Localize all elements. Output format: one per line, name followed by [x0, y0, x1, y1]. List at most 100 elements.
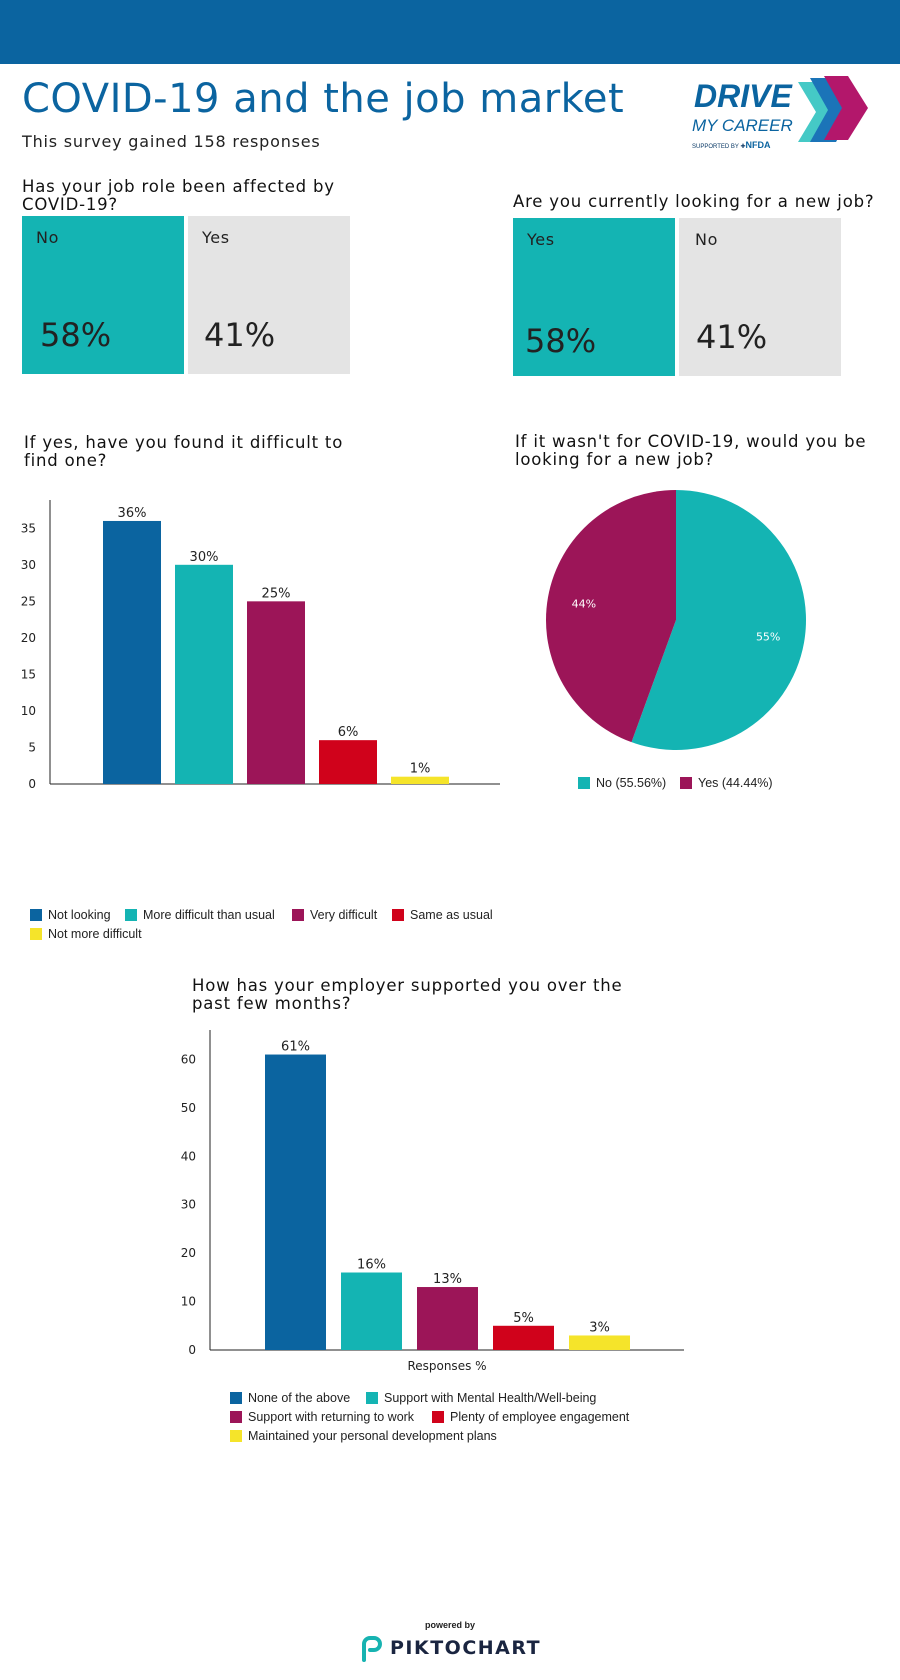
legend-swatch [292, 909, 304, 921]
q2-tile-value: 41% [696, 318, 768, 356]
legend-label: Yes (44.44%) [698, 776, 773, 790]
legend-label: Maintained your personal development pla… [248, 1429, 497, 1443]
y-tick-label: 20 [181, 1246, 196, 1260]
powered-by-label: powered by [424, 1620, 475, 1630]
bar [341, 1272, 402, 1350]
bar-value-label: 3% [589, 1320, 610, 1335]
q1-tile-value: 41% [204, 316, 276, 354]
q2-tile-label: Yes [527, 230, 555, 249]
legend-swatch [578, 777, 590, 789]
q2-tile-value: 58% [525, 322, 597, 360]
pie-slice [546, 490, 676, 743]
legend-swatch [230, 1430, 242, 1442]
legend-item: Very difficult [292, 908, 377, 922]
piktochart-brand: PIKTOCHART [360, 1636, 540, 1662]
chevron-logo-icon [798, 76, 868, 142]
legend-swatch [30, 909, 42, 921]
y-tick-label: 10 [181, 1295, 196, 1309]
legend-swatch [230, 1392, 242, 1404]
bar [417, 1287, 478, 1350]
y-tick-label: 35 [21, 521, 36, 535]
legend-swatch [680, 777, 692, 789]
legend-item: None of the above [230, 1391, 350, 1405]
bar [569, 1335, 630, 1350]
legend-item: Not more difficult [30, 927, 142, 941]
bar-value-label: 5% [513, 1311, 534, 1326]
y-tick-label: 20 [21, 631, 36, 645]
x-axis-title: Responses % [407, 1359, 486, 1373]
top-banner [0, 0, 900, 64]
y-tick-label: 15 [21, 667, 36, 681]
legend-item: Support with returning to work [230, 1410, 414, 1424]
bar-value-label: 30% [190, 550, 219, 565]
y-tick-label: 5 [28, 740, 36, 754]
legend-item: Maintained your personal development pla… [230, 1429, 497, 1443]
legend-swatch [366, 1392, 378, 1404]
bar-value-label: 16% [357, 1258, 386, 1273]
chart3-title: How has your employer supported you over… [192, 976, 623, 1013]
legend-label: Plenty of employee engagement [450, 1410, 630, 1424]
y-tick-label: 60 [181, 1052, 196, 1066]
q2-tile-label: No [695, 230, 718, 249]
y-tick-label: 10 [21, 704, 36, 718]
q1-tile-label: Yes [202, 228, 230, 247]
legend-swatch [230, 1411, 242, 1423]
y-tick-label: 50 [181, 1101, 196, 1115]
y-tick-label: 0 [28, 777, 36, 791]
legend-label: More difficult than usual [143, 908, 275, 922]
legend-swatch [432, 1411, 444, 1423]
page-subtitle: This survey gained 158 responses [22, 132, 321, 151]
bar [103, 520, 161, 784]
bar-value-label: 6% [338, 725, 359, 740]
bar [265, 1054, 326, 1350]
y-tick-label: 30 [21, 558, 36, 572]
logo-line2: MY CAREER [692, 116, 793, 135]
q1-tile-yes: Yes 41% [188, 216, 350, 374]
pie-slice-label: 55% [756, 630, 780, 643]
legend-label: Support with returning to work [248, 1410, 415, 1424]
bar-value-label: 13% [433, 1272, 462, 1287]
chart2-title: If it wasn't for COVID-19, would you be … [515, 432, 867, 469]
chart1-legend: Not looking More difficult than usual Very… [30, 908, 500, 948]
chart3-legend: None of the above Support with Mental Hea… [230, 1391, 690, 1451]
q1-tile-value: 58% [40, 316, 112, 354]
q1-question: Has your job role been affected by COVID… [22, 177, 335, 214]
legend-swatch [392, 909, 404, 921]
legend-label: Very difficult [310, 908, 378, 922]
legend-item: Yes (44.44%) [680, 776, 773, 790]
bar [391, 776, 449, 784]
legend-item: Support with Mental Health/Well-being [366, 1391, 596, 1405]
support-bar-chart: 0 10 20 30 40 50 60 61% 16% 13% 5% 3% Responses % [181, 1030, 684, 1373]
page-title: COVID-19 and the job market [22, 76, 625, 122]
bar [319, 740, 377, 784]
q2-tile-yes: Yes 58% [513, 218, 675, 376]
bar-value-label: 25% [262, 586, 291, 601]
legend-swatch [125, 909, 137, 921]
q1-tile-no: No 58% [22, 216, 184, 374]
drive-my-career-logo: DRIVE MY CAREER SUPPORTED BY ✚NFDA [690, 74, 870, 156]
pie-slice-label: 44% [572, 598, 596, 611]
logo-line1: DRIVE [694, 78, 792, 114]
difficulty-bar-chart: 0 5 10 15 20 25 30 35 36% 30% 25% 6% 1% [21, 500, 500, 791]
legend-label: Support with Mental Health/Well-being [384, 1391, 597, 1405]
legend-label: No (55.56%) [596, 776, 667, 790]
legend-label: Same as usual [410, 908, 493, 922]
piktochart-logo-icon [362, 1636, 383, 1662]
bar-value-label: 1% [410, 762, 431, 777]
bar-value-label: 61% [281, 1040, 310, 1055]
pie-slice [631, 490, 807, 750]
legend-label: Not looking [48, 908, 111, 922]
legend-item: No (55.56%) [578, 776, 666, 790]
legend-item: Plenty of employee engagement [432, 1410, 629, 1424]
y-tick-label: 0 [188, 1343, 196, 1357]
legend-item: Same as usual [392, 908, 493, 922]
legend-item: More difficult than usual [125, 908, 275, 922]
chart2-legend: No (55.56%) Yes (44.44%) [578, 776, 828, 796]
bar [175, 564, 233, 784]
piktochart-wordmark: PIKTOCHART [390, 1637, 542, 1659]
q1-tile-label: No [36, 228, 59, 247]
chart1-title: If yes, have you found it difficult to f… [24, 433, 344, 470]
y-tick-label: 30 [181, 1198, 196, 1212]
bar [493, 1325, 554, 1350]
legend-swatch [30, 928, 42, 940]
